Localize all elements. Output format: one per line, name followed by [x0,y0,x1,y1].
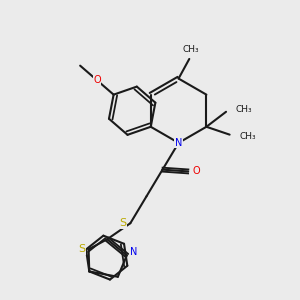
Text: S: S [79,244,86,254]
Text: CH₃: CH₃ [236,106,252,115]
Text: N: N [175,138,182,148]
Text: N: N [130,247,137,257]
Text: O: O [192,167,200,176]
Text: S: S [119,218,126,228]
Text: CH₃: CH₃ [239,132,256,141]
Text: O: O [93,75,101,85]
Text: CH₃: CH₃ [183,46,200,55]
